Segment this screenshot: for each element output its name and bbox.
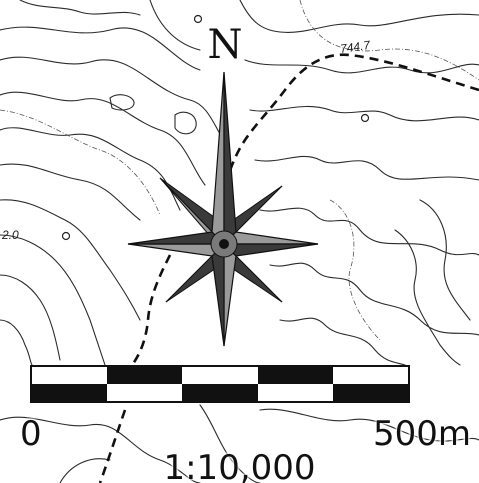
scale-segment [332,384,409,401]
scale-segment [257,367,333,384]
scale-segment [107,367,183,384]
north-label: N [207,22,243,68]
scale-bar-bottom-row [32,384,409,401]
summit-marker [360,113,370,123]
scale-end-label: 500m [372,414,471,454]
scale-segment [333,367,408,384]
scale-segment [32,384,108,401]
scale-segment [107,384,182,401]
scale-segment [182,367,257,384]
scale-segment [258,384,333,401]
scale-bar-top-row [32,367,408,384]
summit-marker [193,14,203,24]
scale-segment [32,367,107,384]
summit-marker [61,231,71,241]
compass-rose-icon [127,71,319,347]
scale-segment [182,384,258,401]
elevation-label: 2.0 [2,228,19,242]
scale-bar [30,365,410,403]
trail-path [98,53,479,483]
scale-zero-label: 0 [20,414,42,454]
scale-ratio-label: 1:10,000 [163,448,316,483]
